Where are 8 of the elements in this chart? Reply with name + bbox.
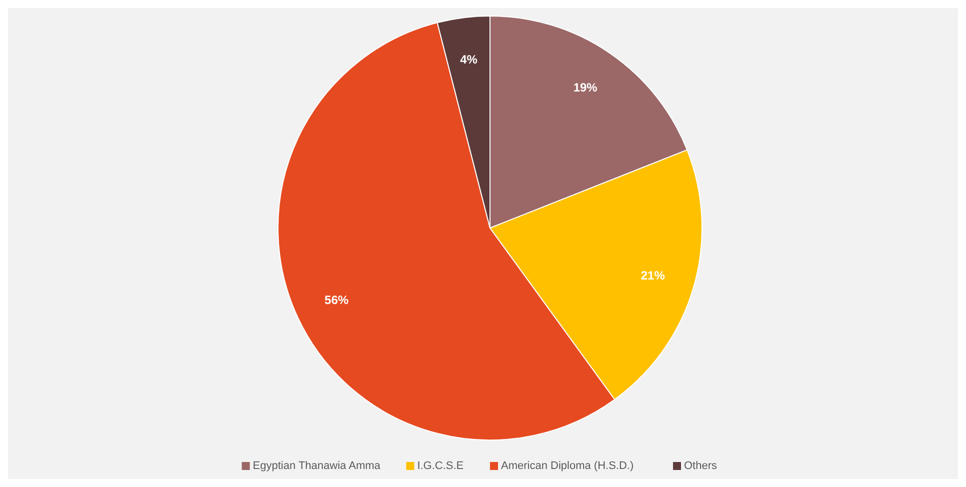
legend-label: Others xyxy=(684,460,718,472)
legend-label: Egyptian Thanawia Amma xyxy=(252,460,382,472)
data-label: 56% xyxy=(324,293,349,308)
data-label: 21% xyxy=(640,268,666,282)
data-label: 4% xyxy=(460,52,478,67)
legend-label: American Diploma (H.S.D.) xyxy=(501,460,634,472)
legend-label: I.G.C.S.E xyxy=(417,460,464,472)
data-label: 19% xyxy=(573,80,598,95)
